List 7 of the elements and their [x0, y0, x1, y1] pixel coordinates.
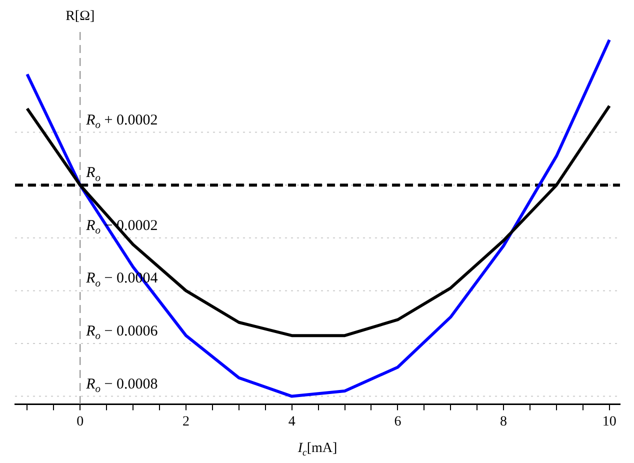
x-tick-label: 8 — [500, 414, 508, 430]
x-tick-label: 2 — [182, 414, 190, 430]
y-axis-title: R[Ω] — [66, 9, 95, 24]
x-tick-label: 0 — [76, 414, 84, 430]
x-tick-label: 10 — [602, 414, 616, 430]
x-tick-label: 6 — [394, 414, 402, 430]
x-tick-label: 4 — [288, 414, 296, 430]
